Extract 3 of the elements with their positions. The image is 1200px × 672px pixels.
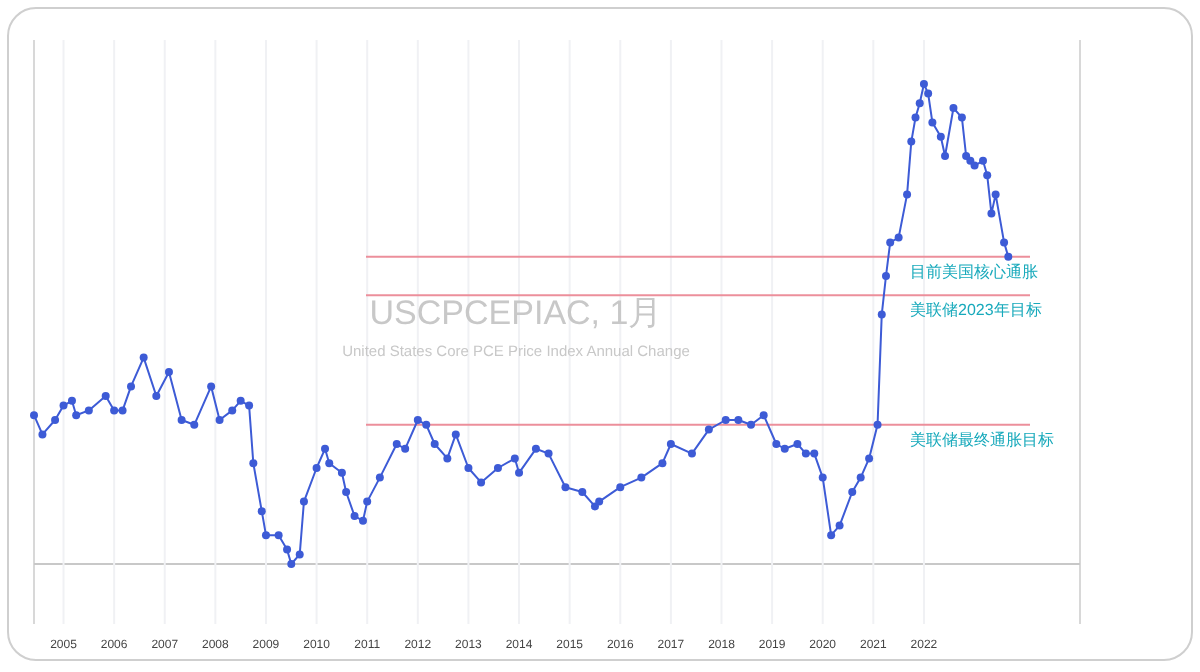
ref-line-label: 美联储最终通胀目标 — [910, 430, 1054, 449]
ref-line-label: 目前美国核心通胀 — [910, 262, 1038, 281]
ref-line-label: 美联储2023年目标 — [910, 301, 1042, 320]
